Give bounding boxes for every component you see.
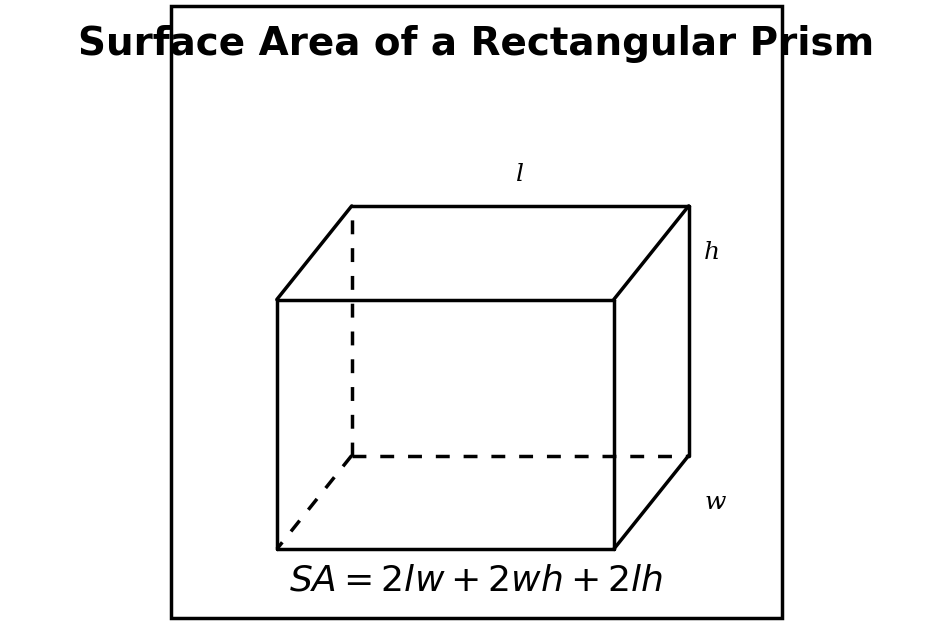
Text: l: l (516, 163, 524, 186)
Text: w: w (704, 491, 724, 514)
Text: $SA = 2lw + 2wh + 2lh$: $SA = 2lw + 2wh + 2lh$ (289, 563, 663, 597)
Text: Surface Area of a Rectangular Prism: Surface Area of a Rectangular Prism (78, 25, 874, 62)
Text: h: h (704, 241, 720, 264)
